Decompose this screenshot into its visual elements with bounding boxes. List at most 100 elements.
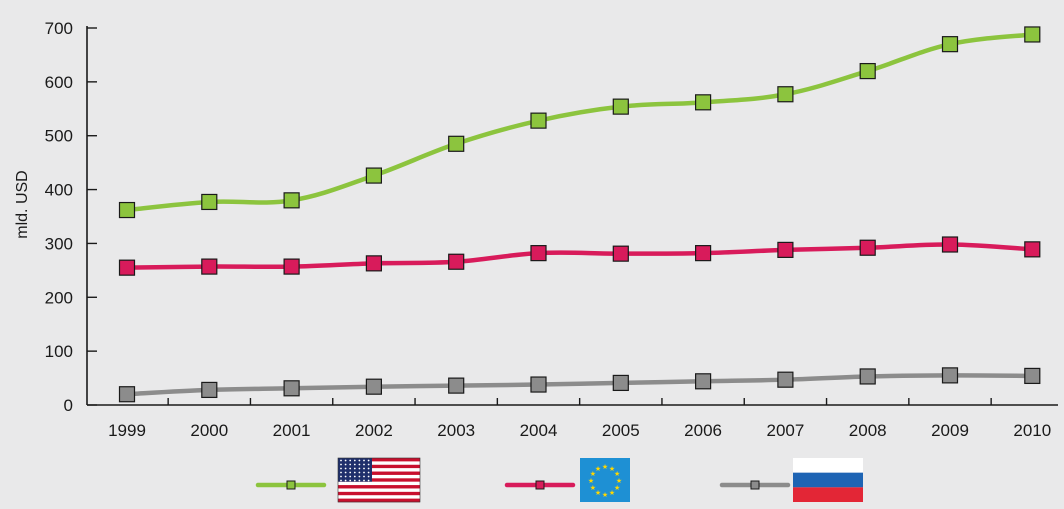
flag-star [358,471,361,474]
data-point [201,258,218,275]
flag-star [340,467,342,470]
flag-star [344,475,347,478]
flag-star [340,471,342,474]
y-tick-label: 600 [45,73,73,92]
flag-star [349,475,352,478]
data-point [201,193,218,211]
series-1 [118,26,1041,219]
x-tick-label: 2006 [684,421,722,440]
data-point [365,167,382,184]
x-tick-label: 2005 [602,421,640,440]
x-tick-label: 2002 [355,421,393,440]
flag-field [580,458,630,502]
flag-stripe [338,474,420,479]
flag-stripe [338,488,420,493]
x-tick-label: 2007 [766,421,804,440]
flag-star [367,475,370,478]
flag-star [349,471,352,474]
flag-star: ★ [595,489,601,497]
flag-star [349,467,352,470]
flag-border [337,457,421,503]
data-point [118,386,136,403]
data-point [777,241,794,258]
series-3 [118,367,1041,403]
data-point [612,98,629,115]
flag-star [367,471,370,474]
series-line [124,242,1035,270]
flag-star: ★ [602,491,608,499]
flag-star: ★ [609,489,615,497]
data-point [694,373,712,390]
x-tick-label: 1999 [108,421,146,440]
data-point [612,245,629,262]
y-axis: 0 100 200 300 400 500 600 700 mld. USD [14,19,97,415]
y-axis-title: mld. USD [14,170,31,238]
flag-star [358,479,361,482]
flag-star: ★ [609,465,615,473]
flag-star [344,459,347,462]
flag-stripe [338,468,420,472]
data-point [777,371,794,388]
flag-star [363,479,365,482]
data-point [1024,26,1041,43]
y-tick-label: 400 [45,181,73,200]
flag-star: ★ [616,477,622,485]
data-point [941,36,959,53]
data-point [365,378,382,395]
flag-canton [338,458,372,482]
flag-star: ★ [595,465,601,473]
x-tick-label: 2010 [1013,421,1051,440]
flag-stripe [338,491,420,496]
legend-marker [750,480,760,490]
flag-star [363,475,365,478]
flag-stripe [338,481,420,486]
data-point [1024,367,1041,385]
flag-star [363,459,365,462]
flag-star [353,471,356,474]
x-tick-label: 2000 [190,421,228,440]
data-point [941,367,959,384]
flag-star [367,459,370,462]
flag-stripe [338,478,420,482]
y-tick-label: 700 [45,19,73,38]
flag-star [367,463,370,466]
flag-stripe [338,471,420,476]
data-point [694,245,712,262]
flag-stripe [338,485,420,489]
flag-stripe-red [793,487,863,502]
flag-star: ★ [602,463,608,471]
flag-stripe [338,458,420,462]
flag-star [340,479,342,482]
legend-item-1 [255,457,421,503]
flag-stripe [338,461,420,465]
flag-star [344,467,347,470]
flag-star [349,463,352,466]
eu-flag-icon: ★★★★★★★★★ ★ ★★ [580,458,630,502]
series-layer [118,26,1041,403]
legend-item-3 [719,458,863,502]
flag-star [367,479,370,482]
y-tick-label: 100 [45,342,73,361]
x-tick-label: 2008 [849,421,887,440]
series-line [124,32,1035,213]
data-point [283,380,300,397]
flag-star [353,463,356,466]
flag-star [344,471,347,474]
data-point [365,255,382,272]
flag-stripe-white [793,458,863,473]
x-tick-label: 2001 [273,421,311,440]
flag-star [367,467,370,470]
data-point [859,368,876,385]
flag-star [353,475,356,478]
data-point [448,253,465,270]
y-tick-label: 200 [45,288,73,307]
x-axis: 1999 2000 2001 2002 2003 2004 2005 2006 2007 2008… [87,398,1058,440]
data-point [118,201,136,219]
flag-star [344,479,347,482]
flag-stripe-blue [793,472,863,488]
flag-star [363,463,365,466]
flag-star [340,459,342,462]
y-tick-label: 300 [45,234,73,253]
data-point [694,94,712,111]
